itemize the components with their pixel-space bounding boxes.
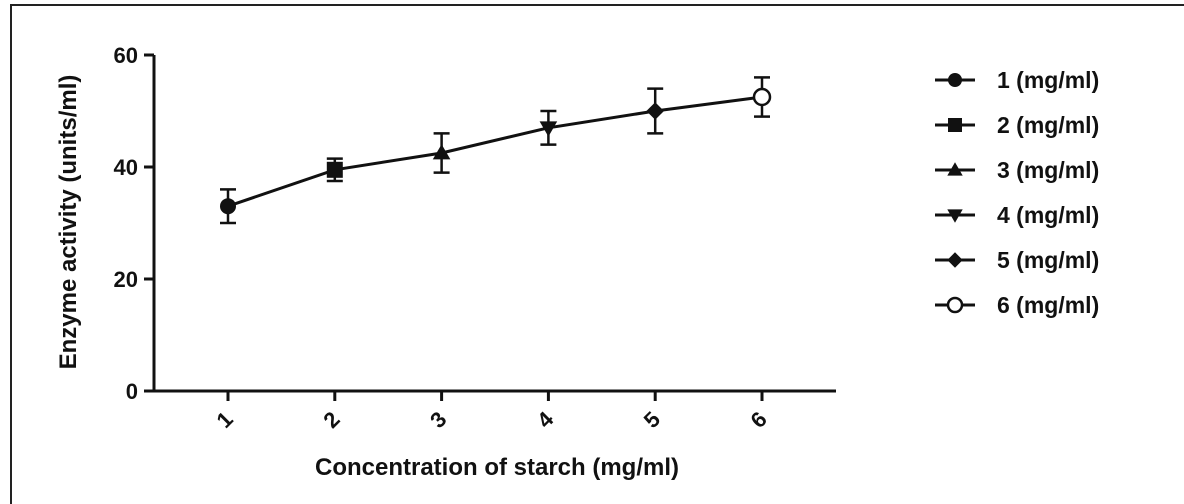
data-point	[539, 121, 558, 137]
legend-marker	[947, 162, 963, 176]
legend-marker	[947, 209, 963, 223]
x-tick-label: 3	[425, 407, 451, 433]
legend-label: 1 (mg/ml)	[997, 67, 1099, 93]
legend-item: 4 (mg/ml)	[935, 202, 1099, 228]
y-tick-label: 40	[114, 155, 138, 180]
legend-item: 6 (mg/ml)	[935, 292, 1099, 318]
y-tick-label: 0	[126, 379, 138, 404]
data-point	[220, 198, 236, 215]
data-point	[326, 161, 343, 178]
legend-label: 6 (mg/ml)	[997, 292, 1099, 318]
legend-marker	[948, 73, 962, 87]
x-tick-label: 2	[318, 407, 344, 433]
y-ticks: 0 20 40 60	[114, 43, 154, 404]
chart-frame	[10, 4, 1184, 504]
y-tick-label: 60	[114, 43, 138, 68]
data-point	[752, 87, 772, 107]
legend-label: 4 (mg/ml)	[997, 202, 1099, 228]
legend-item: 5 (mg/ml)	[935, 247, 1099, 273]
series-line	[227, 95, 763, 208]
x-tick-label: 1	[212, 407, 238, 433]
y-axis-title: Enzyme activity (units/ml)	[55, 75, 82, 370]
y-tick-label: 20	[114, 267, 138, 292]
legend-item: 2 (mg/ml)	[935, 112, 1099, 138]
data-point	[432, 144, 451, 160]
axes	[152, 55, 836, 393]
series	[220, 76, 772, 225]
x-tick-label: 5	[639, 407, 665, 433]
legend-label: 5 (mg/ml)	[997, 247, 1099, 273]
legend-label: 2 (mg/ml)	[997, 112, 1099, 138]
legend-label: 3 (mg/ml)	[997, 157, 1099, 183]
legend-marker	[948, 118, 962, 132]
legend-marker	[947, 252, 963, 268]
data-point	[646, 102, 664, 120]
legend-item: 1 (mg/ml)	[935, 67, 1099, 93]
x-ticks: 1 2 3 4 5 6	[212, 391, 772, 433]
legend: 1 (mg/ml) 2 (mg/ml) 3 (mg/ml) 4 (mg/ml) 5 (m…	[935, 67, 1099, 318]
x-axis-title: Concentration of starch (mg/ml)	[315, 454, 679, 481]
legend-item: 3 (mg/ml)	[935, 157, 1099, 183]
legend-marker	[946, 296, 964, 314]
x-tick-label: 6	[746, 407, 772, 433]
x-tick-label: 4	[532, 406, 559, 433]
